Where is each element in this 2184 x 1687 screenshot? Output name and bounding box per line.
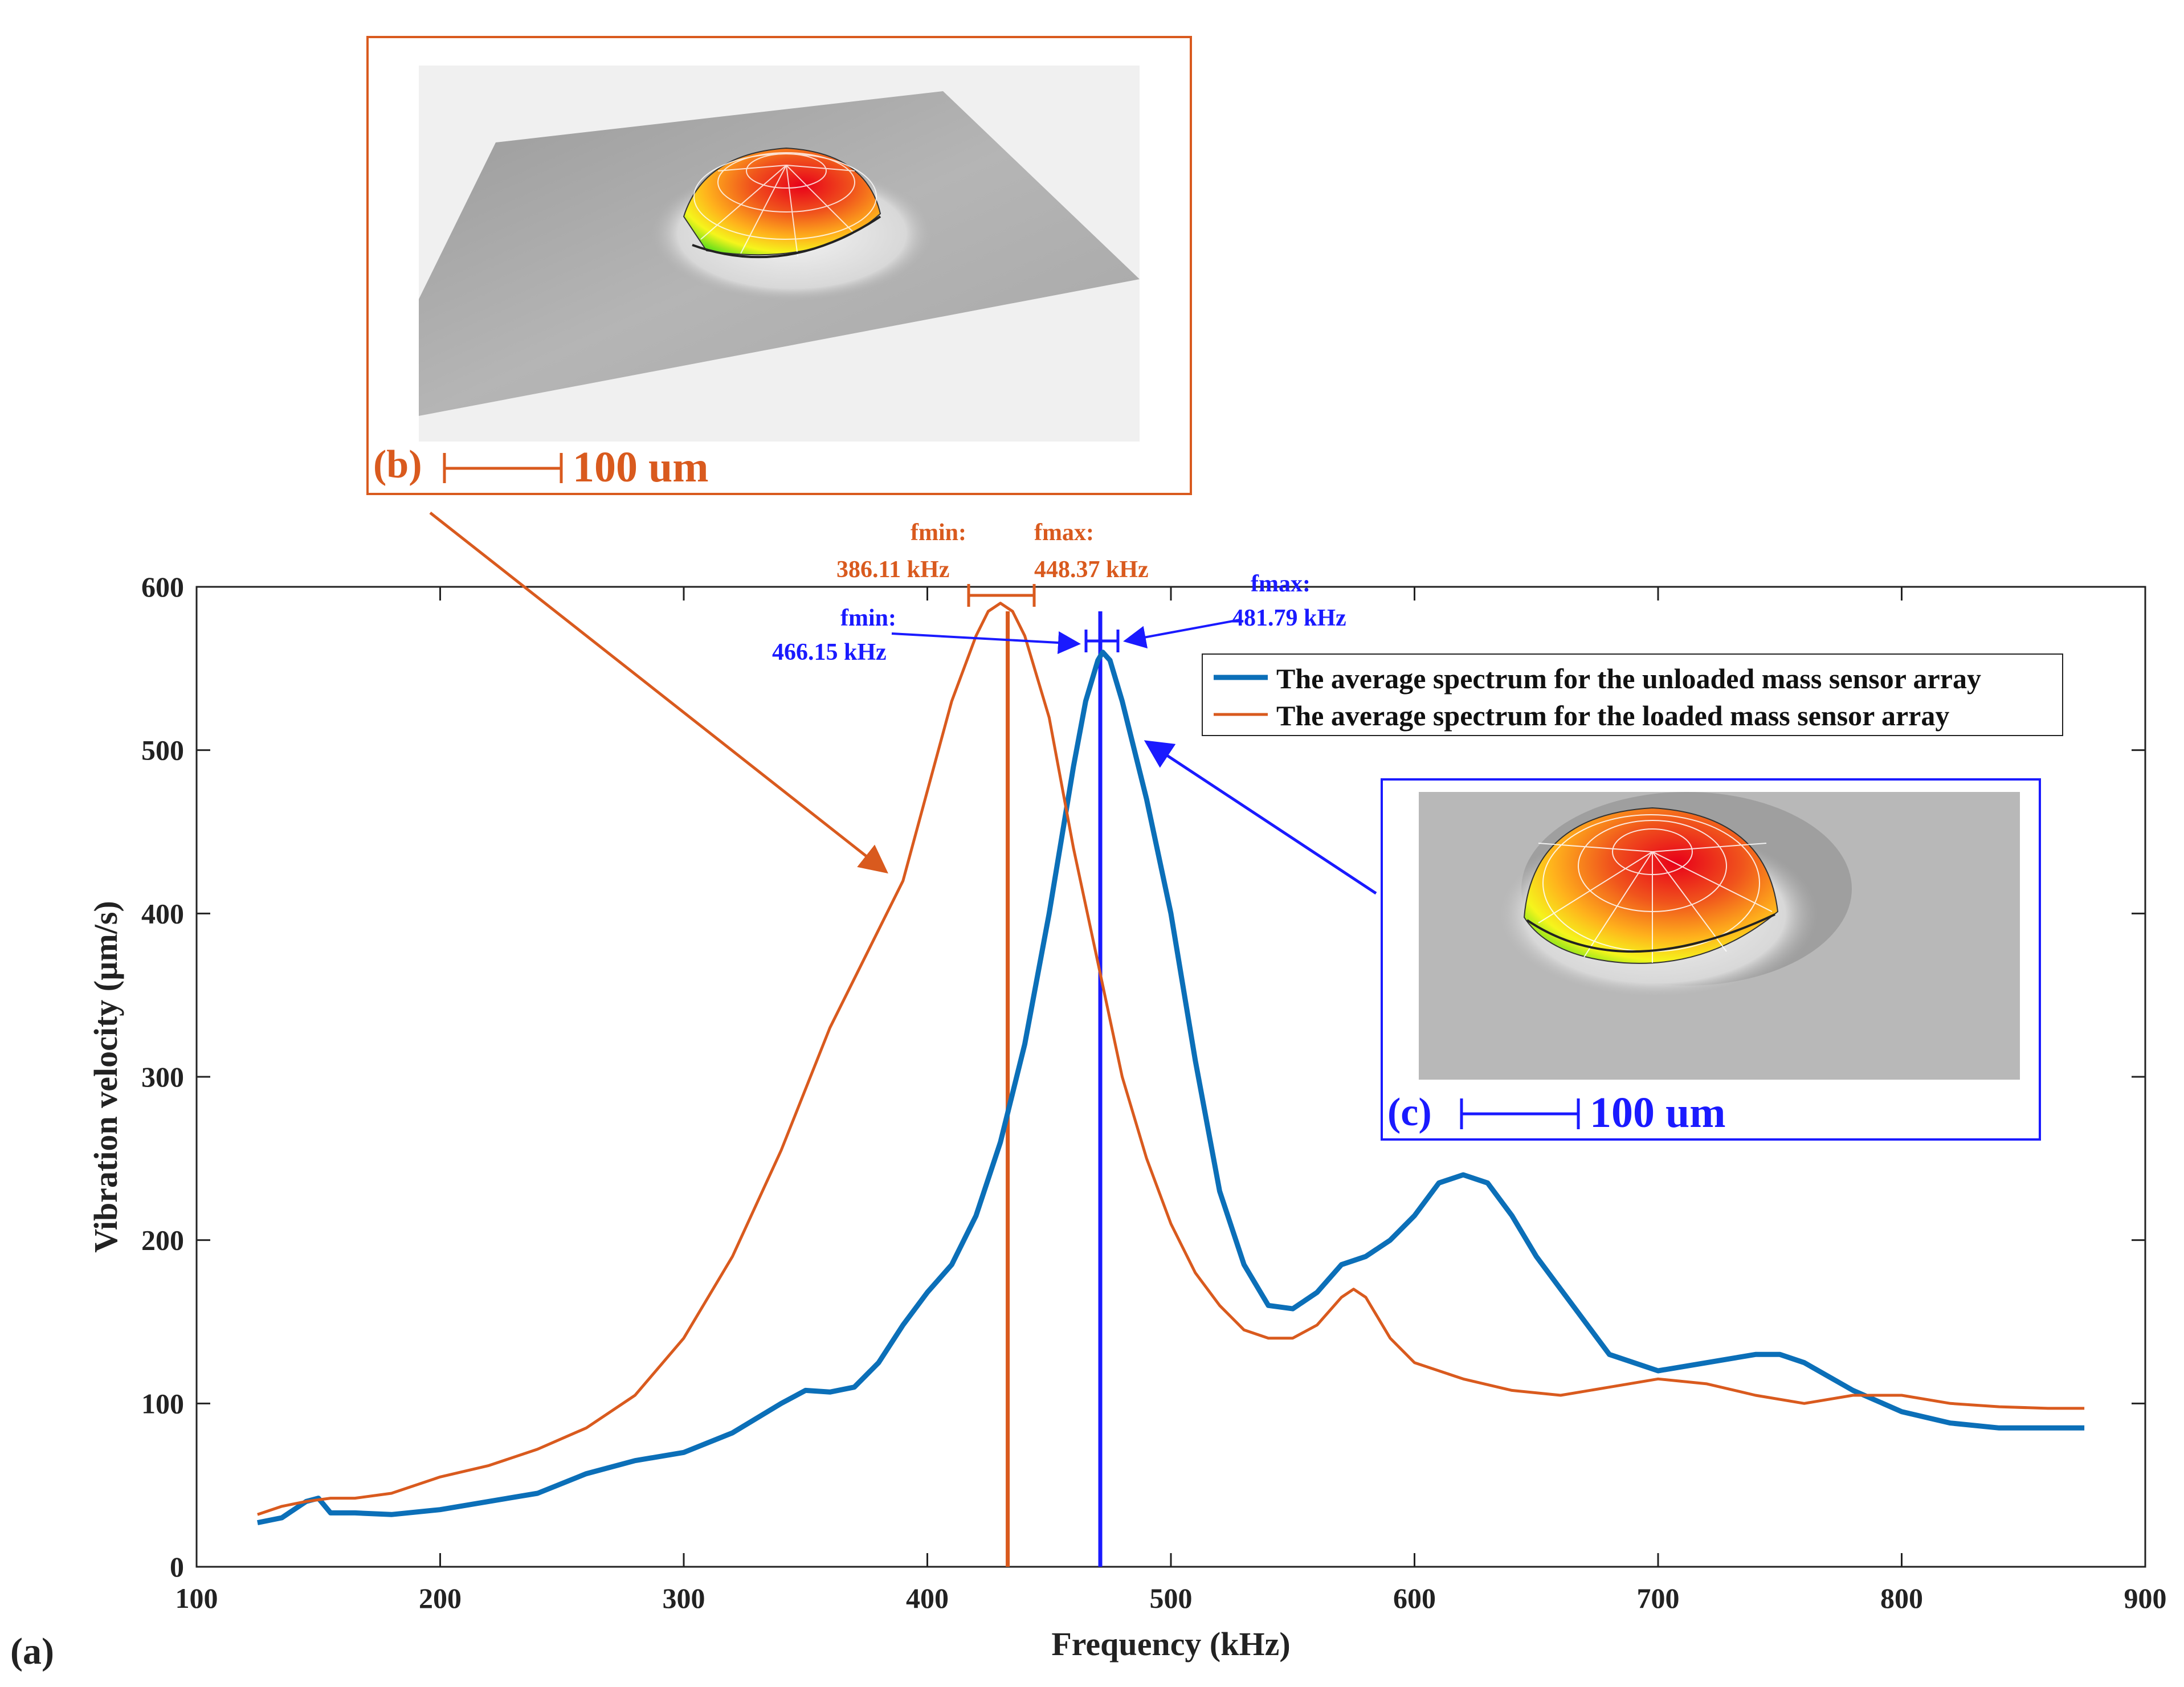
y-tick-label: 600 xyxy=(141,571,184,603)
unloaded-fmax-label: fmax: xyxy=(1251,571,1311,597)
y-tick-label: 500 xyxy=(141,734,184,766)
y-tick-label: 0 xyxy=(170,1551,184,1583)
inset-c-scale-text: 100 um xyxy=(1590,1089,1726,1137)
inset-b-label: (b) xyxy=(373,443,422,487)
x-tick-label: 800 xyxy=(1880,1582,1923,1614)
x-axis-ticks: 100 200 300 400 500 600 700 800 900 xyxy=(175,587,2167,1614)
unloaded-fmax-value: 481.79 kHz xyxy=(1232,605,1346,631)
y-axis-label: Vibration velocity (µm/s) xyxy=(87,901,124,1253)
series-line-loaded xyxy=(257,602,2085,1516)
legend-label-loaded: The average spectrum for the loaded mass… xyxy=(1276,700,1949,732)
unloaded-fmin-pointer xyxy=(891,631,1081,654)
x-tick-label: 300 xyxy=(663,1582,705,1614)
inset-c-pointer xyxy=(1144,740,1377,895)
loaded-fmax-value: 448.37 kHz xyxy=(1034,557,1149,583)
inset-b-scale-text: 100 um xyxy=(573,443,709,491)
x-tick-label: 400 xyxy=(906,1582,949,1614)
unloaded-annotation: fmin: 466.15 kHz fmax: 481.79 kHz xyxy=(772,571,1346,665)
x-tick-label: 500 xyxy=(1150,1582,1193,1614)
loaded-fmin-value: 386.11 kHz xyxy=(836,557,949,583)
legend-box xyxy=(1202,653,2063,736)
vertical-markers xyxy=(1006,611,1103,1567)
series-line-unloaded xyxy=(257,650,2085,1526)
loaded-fmax-label: fmax: xyxy=(1034,520,1094,546)
x-tick-label: 600 xyxy=(1393,1582,1436,1614)
inset-c-label: (c) xyxy=(1387,1090,1432,1134)
x-tick-label: 900 xyxy=(2124,1582,2167,1614)
unloaded-fmin-value: 466.15 kHz xyxy=(772,639,887,665)
loaded-annotation: fmin: 386.11 kHz fmax: 448.37 kHz xyxy=(836,520,1149,607)
legend: The average spectrum for the unloaded ma… xyxy=(1202,653,2063,736)
inset-b: (b) 100 um xyxy=(366,36,1192,495)
inset-b-pointer xyxy=(429,512,888,874)
y-tick-label: 400 xyxy=(141,897,184,929)
unloaded-fmin-label: fmin: xyxy=(840,605,896,631)
x-tick-label: 700 xyxy=(1637,1582,1680,1614)
loaded-fmin-label: fmin: xyxy=(911,520,966,546)
inset-c: (c) 100 um xyxy=(1381,778,2041,1141)
legend-label-unloaded: The average spectrum for the unloaded ma… xyxy=(1276,663,1981,695)
inset-b-mesh xyxy=(693,152,877,257)
series-lines xyxy=(257,602,2085,1526)
inset-b-dome-rim xyxy=(692,215,881,259)
y-tick-label: 200 xyxy=(141,1224,184,1256)
x-tick-label: 200 xyxy=(419,1582,462,1614)
inset-c-dome-rim xyxy=(1526,913,1775,953)
panel-label-a: (a) xyxy=(10,1631,54,1672)
y-tick-label: 300 xyxy=(141,1061,184,1093)
unloaded-fmax-pointer xyxy=(1123,619,1240,649)
y-tick-label: 100 xyxy=(141,1387,184,1419)
x-tick-label: 100 xyxy=(175,1582,218,1614)
y-axis-ticks: 0 100 200 300 400 500 600 xyxy=(141,571,2145,1583)
x-axis-label: Frequency (kHz) xyxy=(1051,1625,1290,1663)
